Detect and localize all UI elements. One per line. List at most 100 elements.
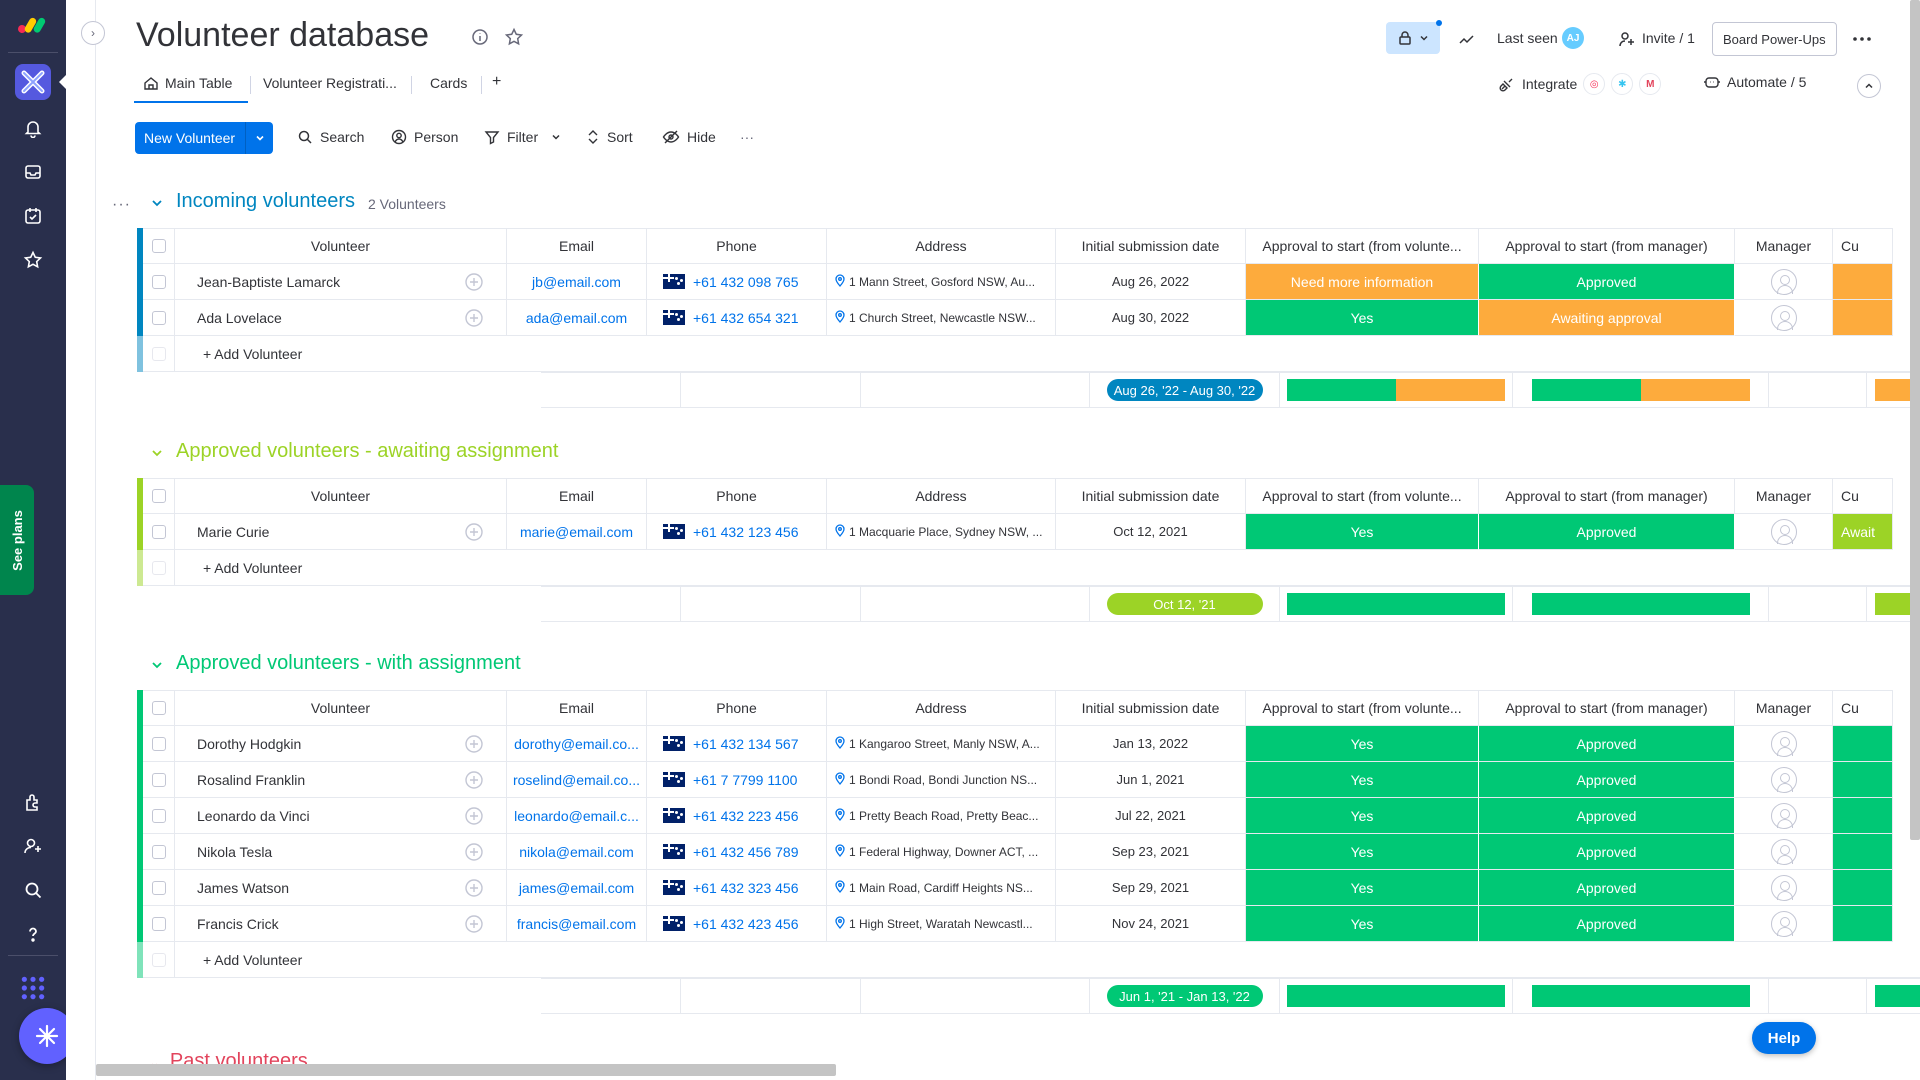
add-update-icon[interactable] [441, 906, 507, 942]
group-title[interactable]: Incoming volunteers [176, 190, 355, 212]
column-header-date[interactable]: Initial submission date [1056, 478, 1246, 514]
column-header-address[interactable]: Address [827, 690, 1056, 726]
status-approval-volunteer[interactable]: Yes [1246, 300, 1479, 336]
add-item-row[interactable]: + Add Volunteer [137, 942, 1920, 978]
table-row[interactable]: Francis Crick francis@email.com +61 432 42… [137, 906, 1893, 942]
column-header-address[interactable]: Address [827, 228, 1056, 264]
status-approval-manager[interactable]: Approved [1479, 906, 1735, 942]
search-icon[interactable] [20, 877, 46, 903]
volunteer-name[interactable]: James Watson [175, 870, 441, 906]
add-update-icon[interactable] [441, 726, 507, 762]
table-row[interactable]: Rosalind Franklin roselind@email.co... +61… [137, 762, 1893, 798]
submission-date[interactable]: Sep 23, 2021 [1056, 834, 1246, 870]
chevron-down-icon[interactable] [150, 196, 164, 213]
row-checkbox[interactable] [151, 844, 166, 859]
add-update-icon[interactable] [441, 834, 507, 870]
page-title[interactable]: Volunteer database [136, 16, 430, 54]
status-cut-column[interactable] [1833, 726, 1893, 762]
status-approval-volunteer[interactable]: Yes [1246, 762, 1479, 798]
phone-link[interactable]: +61 432 423 456 [647, 906, 827, 942]
submission-date[interactable]: Nov 24, 2021 [1056, 906, 1246, 942]
manager-cell[interactable] [1735, 726, 1833, 762]
volunteer-name[interactable]: Marie Curie [175, 514, 441, 550]
volunteer-name[interactable]: Nikola Tesla [175, 834, 441, 870]
phone-link[interactable]: +61 432 134 567 [647, 726, 827, 762]
table-row[interactable]: Ada Lovelace ada@email.com +61 432 654 321… [137, 300, 1893, 336]
row-select-cell[interactable] [143, 906, 175, 942]
row-checkbox[interactable] [151, 808, 166, 823]
column-header-email[interactable]: Email [507, 228, 647, 264]
status-approval-manager[interactable]: Approved [1479, 264, 1735, 300]
volunteer-name[interactable]: Jean-Baptiste Lamarck [175, 264, 441, 300]
row-checkbox[interactable] [151, 772, 166, 787]
column-header-email[interactable]: Email [507, 478, 647, 514]
email-link[interactable]: marie@email.com [507, 514, 647, 550]
chevron-down-icon[interactable] [150, 446, 164, 463]
phone-link[interactable]: +61 432 098 765 [647, 264, 827, 300]
table-row[interactable]: Marie Curie marie@email.com +61 432 123 45… [137, 514, 1893, 550]
address-cell[interactable]: 1 High Street, Waratah Newcastl... [827, 906, 1056, 942]
horizontal-scrollbar[interactable] [96, 1064, 836, 1076]
email-link[interactable]: roselind@email.co... [507, 762, 647, 798]
column-header-manager[interactable]: Manager [1735, 478, 1833, 514]
manager-cell[interactable] [1735, 798, 1833, 834]
see-plans-button[interactable]: See plans [0, 485, 34, 595]
info-icon[interactable] [470, 27, 490, 47]
address-cell[interactable]: 1 Federal Highway, Downer ACT, ... [827, 834, 1056, 870]
status-approval-volunteer[interactable]: Yes [1246, 798, 1479, 834]
more-options-icon[interactable] [1852, 30, 1872, 48]
status-approval-volunteer[interactable]: Yes [1246, 870, 1479, 906]
status-cut-column[interactable] [1833, 798, 1893, 834]
row-checkbox[interactable] [151, 310, 166, 325]
select-all-checkbox[interactable] [151, 489, 166, 503]
add-update-icon[interactable] [441, 762, 507, 798]
product-switcher-icon[interactable] [20, 975, 46, 1001]
column-header-volunteer[interactable]: Volunteer [175, 478, 507, 514]
inbox-icon[interactable] [20, 159, 46, 185]
table-row[interactable]: Nikola Tesla nikola@email.com +61 432 456 … [137, 834, 1893, 870]
status-approval-volunteer[interactable]: Yes [1246, 834, 1479, 870]
status-approval-manager[interactable]: Approved [1479, 762, 1735, 798]
column-header-approval-manager[interactable]: Approval to start (from manager) [1479, 690, 1735, 726]
add-update-icon[interactable] [441, 870, 507, 906]
row-select-cell[interactable] [143, 726, 175, 762]
column-header-cut[interactable]: Cu [1833, 690, 1893, 726]
status-approval-manager[interactable]: Approved [1479, 834, 1735, 870]
row-select-cell[interactable] [143, 834, 175, 870]
status-approval-volunteer[interactable]: Yes [1246, 514, 1479, 550]
column-header-date[interactable]: Initial submission date [1056, 228, 1246, 264]
automate-button[interactable]: Automate / 5 [1703, 73, 1806, 91]
apps-icon[interactable] [20, 789, 46, 815]
status-cut-column[interactable] [1833, 264, 1893, 300]
column-header-manager[interactable]: Manager [1735, 690, 1833, 726]
manager-cell[interactable] [1735, 300, 1833, 336]
tab-volunteer-registration[interactable]: Volunteer Registrati... [263, 75, 397, 91]
select-all-cell[interactable] [143, 690, 175, 726]
manager-cell[interactable] [1735, 264, 1833, 300]
email-link[interactable]: dorothy@email.co... [507, 726, 647, 762]
column-header-approval-manager[interactable]: Approval to start (from manager) [1479, 478, 1735, 514]
status-cut-column[interactable] [1833, 300, 1893, 336]
status-cut-column[interactable]: Await [1833, 514, 1893, 550]
manager-cell[interactable] [1735, 906, 1833, 942]
column-header-address[interactable]: Address [827, 478, 1056, 514]
manager-cell[interactable] [1735, 762, 1833, 798]
row-select-cell[interactable] [143, 798, 175, 834]
phone-link[interactable]: +61 7 7799 1100 [647, 762, 827, 798]
row-select-cell[interactable] [143, 762, 175, 798]
new-volunteer-button[interactable]: New Volunteer [135, 122, 273, 154]
column-header-email[interactable]: Email [507, 690, 647, 726]
status-approval-manager[interactable]: Approved [1479, 514, 1735, 550]
column-header-volunteer[interactable]: Volunteer [175, 228, 507, 264]
collapse-header-button[interactable] [1857, 74, 1881, 98]
email-link[interactable]: leonardo@email.c... [507, 798, 647, 834]
select-all-cell[interactable] [143, 228, 175, 264]
manager-cell[interactable] [1735, 834, 1833, 870]
more-toolbar-button[interactable]: ··· [740, 129, 754, 145]
favorites-icon[interactable] [20, 247, 46, 273]
phone-link[interactable]: +61 432 654 321 [647, 300, 827, 336]
select-all-checkbox[interactable] [151, 239, 166, 253]
hide-button[interactable]: Hide [662, 129, 716, 145]
row-select-cell[interactable] [143, 514, 175, 550]
row-checkbox[interactable] [151, 880, 166, 895]
